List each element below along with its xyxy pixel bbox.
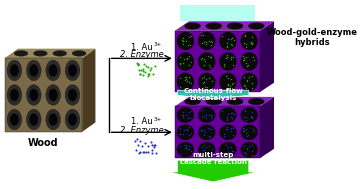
Ellipse shape (219, 52, 236, 70)
Ellipse shape (241, 52, 258, 70)
Polygon shape (175, 97, 274, 106)
Ellipse shape (177, 73, 194, 91)
Text: Continous-flow
biocatalysis: Continous-flow biocatalysis (183, 88, 243, 101)
Ellipse shape (65, 60, 80, 81)
Ellipse shape (248, 98, 264, 105)
Ellipse shape (26, 60, 41, 81)
Ellipse shape (26, 109, 41, 130)
Ellipse shape (49, 113, 58, 126)
Polygon shape (169, 160, 257, 182)
Ellipse shape (219, 125, 236, 140)
Ellipse shape (206, 23, 222, 29)
Ellipse shape (7, 85, 22, 105)
Ellipse shape (206, 98, 222, 105)
Ellipse shape (219, 107, 236, 123)
Text: 1. Au: 1. Au (131, 43, 152, 52)
Ellipse shape (68, 113, 77, 126)
Bar (180, 5, 255, 21)
Ellipse shape (185, 23, 201, 29)
Text: Wood: Wood (28, 138, 59, 148)
Ellipse shape (198, 107, 215, 123)
Ellipse shape (53, 51, 67, 56)
Ellipse shape (14, 51, 28, 56)
Ellipse shape (46, 109, 60, 130)
Bar (5, 58, 82, 132)
Ellipse shape (177, 32, 194, 50)
Ellipse shape (198, 125, 215, 140)
Text: 2. Enzyme: 2. Enzyme (120, 50, 164, 59)
Polygon shape (175, 21, 274, 31)
Ellipse shape (198, 142, 215, 157)
Ellipse shape (46, 60, 60, 81)
Ellipse shape (65, 109, 80, 130)
Ellipse shape (10, 64, 19, 77)
Polygon shape (260, 97, 274, 158)
Ellipse shape (219, 73, 236, 91)
Ellipse shape (241, 32, 258, 50)
Ellipse shape (68, 64, 77, 77)
Polygon shape (5, 49, 96, 58)
Text: 3+: 3+ (154, 117, 162, 122)
Ellipse shape (10, 89, 19, 101)
Ellipse shape (241, 125, 258, 140)
Ellipse shape (10, 113, 19, 126)
Ellipse shape (248, 23, 264, 29)
Ellipse shape (227, 23, 243, 29)
Ellipse shape (68, 89, 77, 101)
Ellipse shape (185, 98, 201, 105)
Bar (175, 31, 260, 92)
Ellipse shape (198, 73, 215, 91)
Ellipse shape (7, 109, 22, 130)
Ellipse shape (33, 51, 47, 56)
Ellipse shape (7, 60, 22, 81)
Ellipse shape (29, 89, 38, 101)
Ellipse shape (49, 89, 58, 101)
Ellipse shape (26, 85, 41, 105)
Text: 1. Au: 1. Au (131, 117, 152, 126)
Ellipse shape (198, 52, 215, 70)
Ellipse shape (241, 73, 258, 91)
Ellipse shape (219, 32, 236, 50)
Ellipse shape (241, 142, 258, 157)
Polygon shape (169, 90, 257, 99)
Polygon shape (82, 49, 96, 132)
Ellipse shape (177, 125, 194, 140)
Ellipse shape (29, 64, 38, 77)
Ellipse shape (49, 64, 58, 77)
Ellipse shape (227, 98, 243, 105)
Ellipse shape (65, 85, 80, 105)
Ellipse shape (72, 51, 86, 56)
Text: multi-step
cascade reaction: multi-step cascade reaction (180, 153, 247, 166)
Ellipse shape (177, 142, 194, 157)
Ellipse shape (29, 113, 38, 126)
Ellipse shape (46, 85, 60, 105)
Ellipse shape (241, 107, 258, 123)
Ellipse shape (177, 52, 194, 70)
Text: Wood-gold-enzyme
hybrids: Wood-gold-enzyme hybrids (266, 28, 357, 47)
Ellipse shape (219, 142, 236, 157)
Ellipse shape (198, 32, 215, 50)
Bar (175, 106, 260, 158)
Polygon shape (260, 21, 274, 92)
Text: 2. Enzyme: 2. Enzyme (120, 126, 164, 135)
Text: 3+: 3+ (154, 42, 162, 47)
Ellipse shape (177, 107, 194, 123)
